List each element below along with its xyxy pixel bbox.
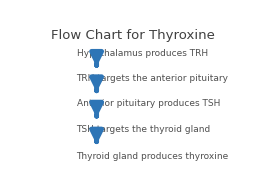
Text: Hypothalamus produces TRH: Hypothalamus produces TRH <box>77 49 208 58</box>
Text: Flow Chart for Thyroxine: Flow Chart for Thyroxine <box>51 29 215 42</box>
Text: Anterior pituitary produces TSH: Anterior pituitary produces TSH <box>77 100 220 108</box>
Text: Thyroid gland produces thyroxine: Thyroid gland produces thyroxine <box>77 152 229 161</box>
Text: TSH targets the thyroid gland: TSH targets the thyroid gland <box>77 125 211 134</box>
Text: TRH targets the anterior pituitary: TRH targets the anterior pituitary <box>77 74 228 83</box>
